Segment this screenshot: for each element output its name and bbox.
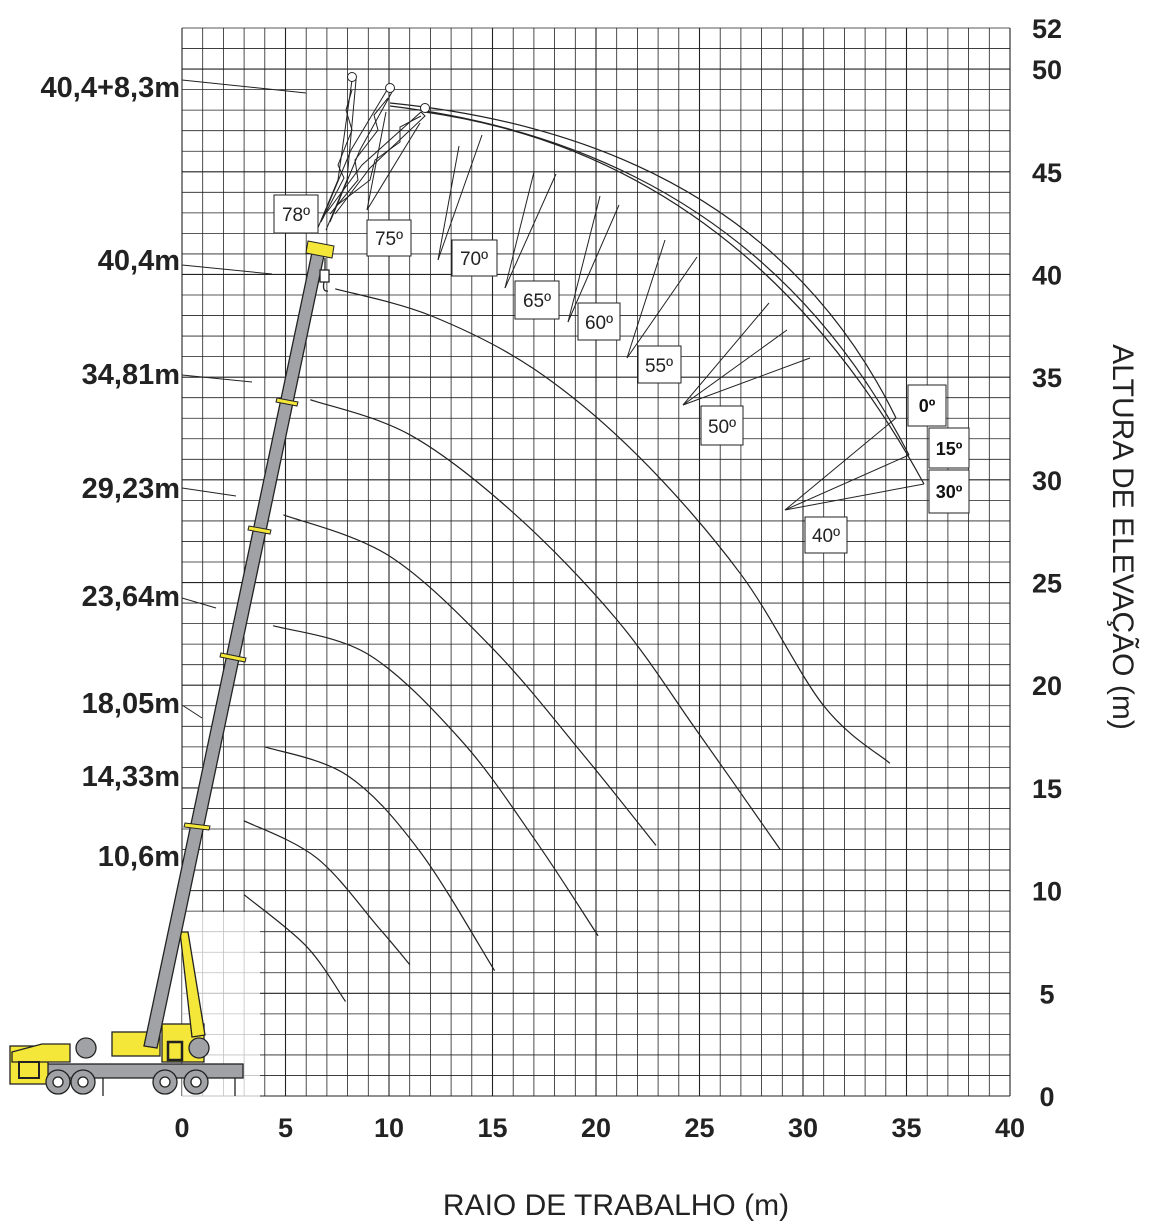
angle-label-78: 78º	[282, 205, 310, 226]
y-tick-label: 50	[1032, 55, 1062, 85]
boom-label-7: 14,33m	[82, 761, 180, 793]
y-tick-labels: 0 5 10 15 20 25 30 35 40 45 50 52	[1032, 14, 1062, 1112]
x-tick-label: 25	[684, 1113, 714, 1143]
x-tick-label: 5	[278, 1113, 293, 1143]
offset-box-30: 30º	[928, 469, 970, 514]
angle-box-75: 75º	[366, 219, 412, 257]
angle-box-70: 70º	[451, 239, 498, 277]
working-range-curve	[243, 820, 411, 965]
working-range-curve	[272, 625, 599, 937]
hook-block	[319, 258, 330, 292]
angle-label-75: 75º	[375, 229, 403, 250]
offset-label-0: 0º	[919, 396, 936, 416]
offset-label-15: 15º	[936, 439, 963, 459]
y-tick-label: 10	[1032, 877, 1062, 907]
angle-box-55: 55º	[637, 345, 682, 384]
x-tick-label: 30	[788, 1113, 818, 1143]
working-range-curve	[243, 894, 346, 1002]
offset-label-30: 30º	[936, 482, 963, 502]
angle-label-60: 60º	[585, 313, 613, 334]
offset-box-15: 15º	[928, 427, 970, 469]
y-tick-label: 45	[1032, 158, 1062, 188]
jib-arc-middle	[389, 105, 910, 456]
x-axis-title: RAIO DE TRABALHO (m)	[443, 1189, 789, 1222]
angle-box-50: 50º	[700, 405, 744, 446]
y-tick-label: 0	[1039, 1082, 1054, 1112]
offset-box-0: 0º	[907, 384, 947, 427]
working-range-curve	[335, 288, 891, 764]
boom-length-labels: 40,4+8,3m 40,4m 34,81m 29,23m 23,64m 18,…	[41, 72, 180, 873]
y-tick-label: 30	[1032, 466, 1062, 496]
y-tick-label: 25	[1032, 569, 1062, 599]
x-tick-label: 40	[995, 1113, 1025, 1143]
working-range-curve	[283, 514, 657, 846]
x-tick-labels: 0 5 10 15 20 25 30 35 40	[174, 1113, 1025, 1143]
angle-label-40: 40º	[812, 526, 840, 547]
jib-angle-labels: 78º 75º 70º 65º 60º 55º 50º 40º 0º 15º 3…	[273, 194, 970, 554]
boom-label-2: 40,4m	[98, 245, 180, 277]
angle-box-78: 78º	[273, 194, 319, 234]
y-tick-label: 20	[1032, 671, 1062, 701]
y-tick-label: 5	[1039, 979, 1054, 1009]
x-tick-label: 20	[581, 1113, 611, 1143]
working-range-curve	[264, 746, 496, 972]
boom-pointer-lines	[181, 79, 307, 719]
boom-label-8: 10,6m	[98, 841, 180, 873]
angle-box-65: 65º	[514, 280, 560, 320]
angle-label-65: 65º	[523, 291, 551, 312]
y-tick-label: 52	[1032, 14, 1062, 44]
y-axis-title: ALTURA DE ELEVAÇÃO (m)	[1106, 344, 1140, 730]
x-tick-label: 35	[891, 1113, 921, 1143]
x-tick-label: 10	[374, 1113, 404, 1143]
working-range-curve	[310, 399, 781, 850]
boom-label-5: 23,64m	[82, 581, 180, 613]
grid	[181, 27, 1011, 1097]
boom-label-4: 29,23m	[82, 473, 180, 505]
boom-hydraulic-cylinder	[179, 931, 206, 1038]
boom-label-6: 18,05m	[82, 688, 180, 720]
boom-label-1: 40,4+8,3m	[41, 72, 180, 104]
y-tick-label: 15	[1032, 774, 1062, 804]
working-range-curves	[243, 288, 891, 1002]
angle-label-50: 50º	[708, 417, 736, 438]
jib-envelope	[366, 102, 925, 511]
jib-arc-inner	[424, 111, 925, 485]
lattice-jibs	[316, 72, 430, 231]
angle-box-60: 60º	[577, 302, 621, 341]
boom-section-collars	[183, 240, 335, 831]
crane-truck	[9, 72, 430, 1096]
truck-wheels	[45, 1037, 210, 1095]
angle-label-55: 55º	[645, 356, 673, 377]
x-tick-label: 0	[174, 1113, 189, 1143]
y-tick-label: 35	[1032, 363, 1062, 393]
x-tick-label: 15	[477, 1113, 507, 1143]
y-tick-label: 40	[1032, 260, 1062, 290]
jib-angle-rays	[366, 111, 925, 511]
jib-arc-outer	[389, 102, 897, 419]
angle-label-70: 70º	[460, 249, 488, 270]
angle-box-40: 40º	[804, 516, 848, 554]
boom-label-3: 34,81m	[82, 359, 180, 391]
